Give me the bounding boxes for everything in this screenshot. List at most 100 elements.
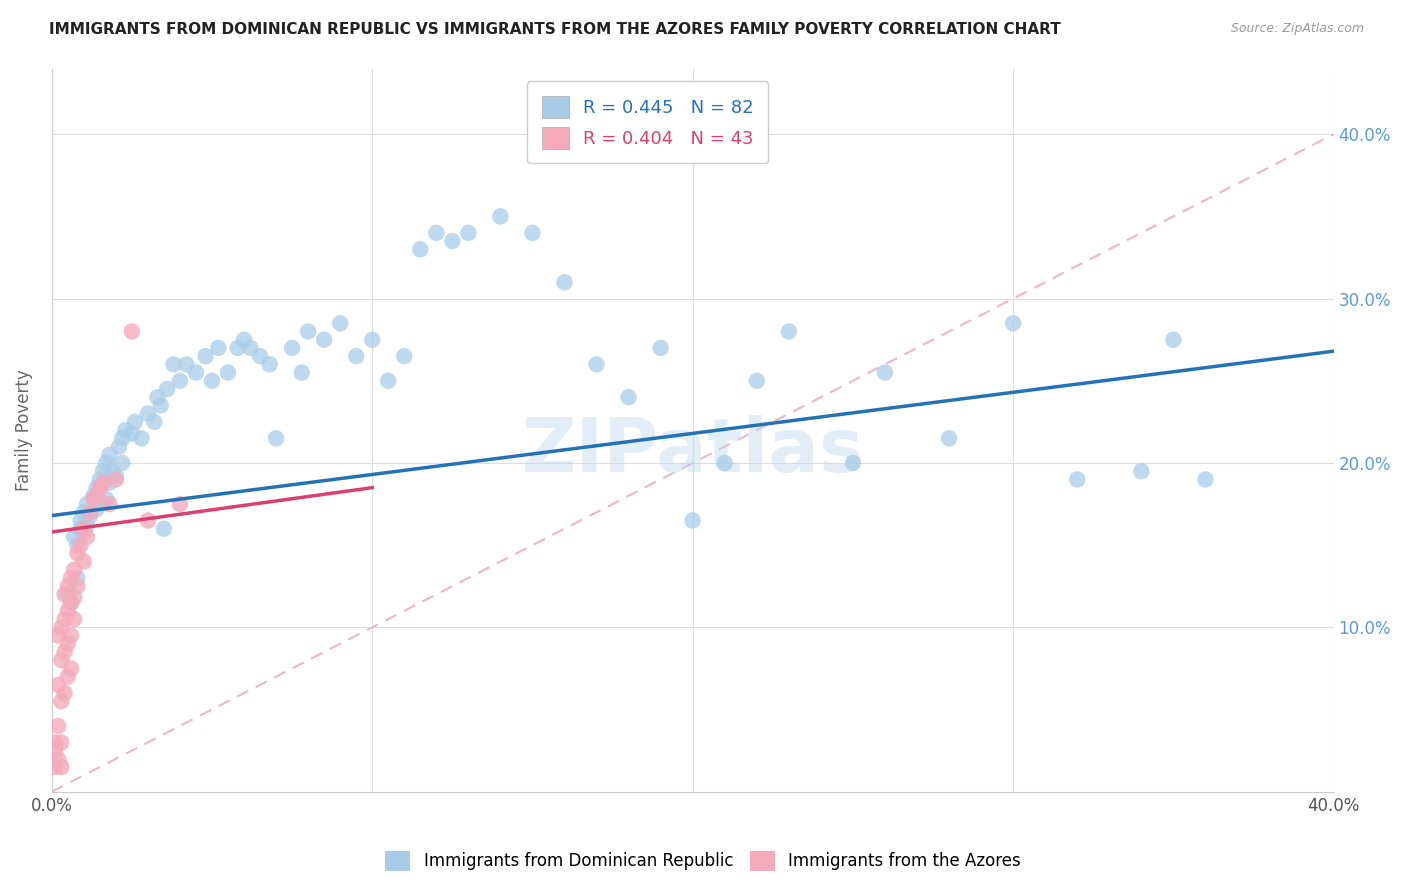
Point [51,694,73,708]
Point [146,390,169,404]
Point [394,349,416,363]
Point [938,431,960,445]
Point [59,629,82,643]
Point [143,415,166,429]
Point [86,489,108,503]
Point [169,497,191,511]
Point [522,226,544,240]
Point [650,341,672,355]
Point [56,604,79,618]
Point [91,464,114,478]
Point [59,596,82,610]
Point [73,524,96,539]
Point [44,735,66,749]
Point [59,571,82,585]
Point [121,426,143,441]
Point [131,431,153,445]
Point [79,508,101,523]
Point [66,538,89,552]
Point [56,579,79,593]
Point [1194,472,1216,486]
Point [136,407,159,421]
Point [44,760,66,774]
Point [51,653,73,667]
Point [291,366,314,380]
Point [76,497,98,511]
Point [233,333,256,347]
Point [713,456,735,470]
Point [344,349,367,363]
Point [73,505,96,519]
Point [156,382,179,396]
Point [86,481,108,495]
Point [873,366,896,380]
Point [184,366,207,380]
Point [53,612,76,626]
Point [201,374,224,388]
Point [842,456,865,470]
Point [46,752,69,766]
Point [1066,472,1088,486]
Point [124,415,146,429]
Point [226,341,249,355]
Point [1163,333,1185,347]
Point [111,431,134,445]
Point [79,505,101,519]
Point [51,620,73,634]
Point [56,587,79,601]
Point [76,530,98,544]
Point [104,469,127,483]
Point [457,226,479,240]
Point [194,349,217,363]
Point [162,357,184,371]
Point [153,522,176,536]
Point [69,522,91,536]
Point [409,243,432,257]
Point [361,333,384,347]
Point [297,325,319,339]
Point [53,686,76,700]
Point [778,325,800,339]
Point [82,492,104,507]
Point [66,579,89,593]
Point [377,374,399,388]
Point [264,431,287,445]
Point [441,234,464,248]
Point [217,366,239,380]
Point [63,530,86,544]
Point [329,316,352,330]
Point [53,645,76,659]
Point [259,357,281,371]
Point [59,596,82,610]
Point [108,440,131,454]
Point [169,374,191,388]
Legend: Immigrants from Dominican Republic, Immigrants from the Azores: Immigrants from Dominican Republic, Immi… [377,842,1029,880]
Point [617,390,640,404]
Point [63,612,86,626]
Point [73,555,96,569]
Point [104,472,127,486]
Point [682,514,704,528]
Point [89,497,111,511]
Point [98,475,121,490]
Point [46,719,69,733]
Point [111,456,134,470]
Point [425,226,447,240]
Point [69,514,91,528]
Point [86,502,108,516]
Legend: R = 0.445   N = 82, R = 0.404   N = 43: R = 0.445 N = 82, R = 0.404 N = 43 [527,81,768,163]
Point [89,472,111,486]
Point [82,489,104,503]
Point [63,591,86,605]
Point [553,275,575,289]
Text: IMMIGRANTS FROM DOMINICAN REPUBLIC VS IMMIGRANTS FROM THE AZORES FAMILY POVERTY : IMMIGRANTS FROM DOMINICAN REPUBLIC VS IM… [49,22,1062,37]
Y-axis label: Family Poverty: Family Poverty [15,369,32,491]
Point [745,374,768,388]
Point [59,661,82,675]
Text: ZIPatlas: ZIPatlas [522,416,865,488]
Point [89,481,111,495]
Point [46,629,69,643]
Point [121,325,143,339]
Point [1002,316,1025,330]
Point [114,423,136,437]
